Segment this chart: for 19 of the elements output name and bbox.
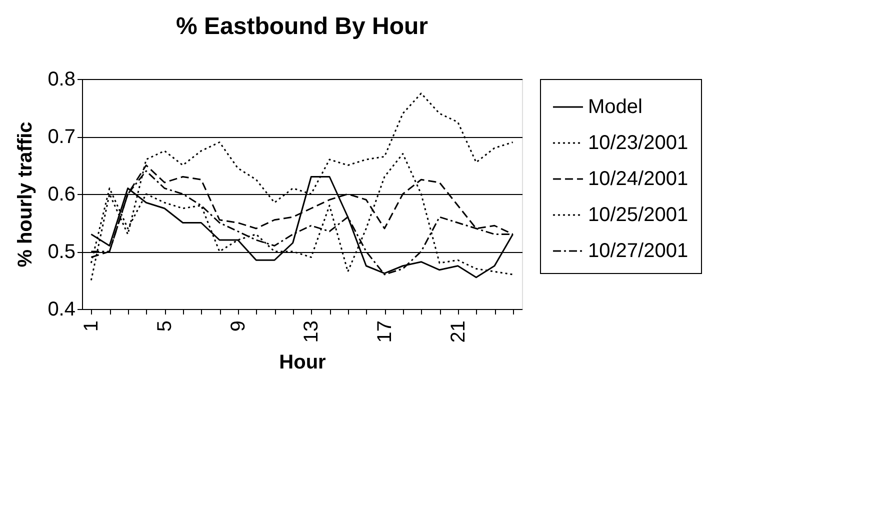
y-tick-label: 0.8 [48,68,76,90]
y-axis-title: % hourly traffic [14,122,37,268]
y-tick-label: 0.5 [48,241,76,263]
x-tick-label: 17 [374,320,396,343]
legend-label: 10/23/2001 [588,132,688,154]
x-tick-label: 9 [227,320,250,332]
legend-label: 10/24/2001 [588,168,688,190]
x-tick-label: 5 [154,320,176,332]
y-tick-label: 0.7 [48,126,76,148]
x-tick-label: 21 [447,320,470,343]
legend-label: Model [588,96,642,118]
x-tick-label: 1 [80,320,103,332]
chart-title: % Eastbound By Hour [176,13,428,40]
y-tick-label: 0.6 [48,184,76,206]
y-tick-label: 0.4 [48,298,76,320]
x-axis-title: Hour [279,352,326,374]
legend-label: 10/25/2001 [588,204,688,226]
x-tick-label: 13 [300,320,323,343]
legend-label: 10/27/2001 [588,240,688,262]
